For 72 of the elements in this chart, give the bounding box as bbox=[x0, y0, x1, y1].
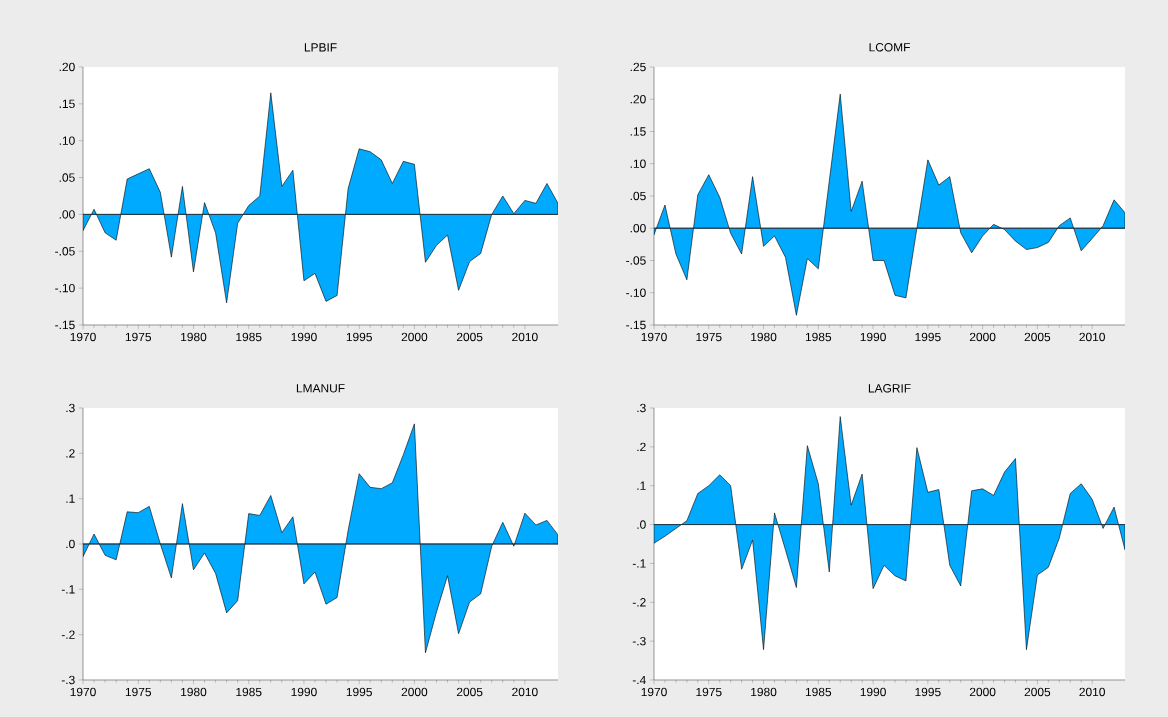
x-tick-label: 1995 bbox=[915, 687, 941, 697]
x-tick-label: 2000 bbox=[969, 332, 996, 342]
y-tick-label: .0 bbox=[637, 520, 646, 529]
x-tick-label: 1995 bbox=[346, 687, 372, 697]
y-tick-label: -.3 bbox=[632, 636, 646, 646]
y-tick-label: -.05 bbox=[626, 256, 646, 265]
y-tick-label: -.05 bbox=[55, 247, 75, 256]
chart-title: LCOMF bbox=[869, 43, 910, 52]
y-tick-label: .0 bbox=[66, 539, 75, 549]
y-tick-label: -.2 bbox=[61, 630, 75, 639]
x-tick-label: 2000 bbox=[401, 332, 428, 342]
y-tick-label: .10 bbox=[630, 159, 646, 168]
y-tick-label: .10 bbox=[59, 136, 75, 145]
x-tick-label: 2010 bbox=[1079, 332, 1105, 342]
x-tick-label: 1975 bbox=[696, 332, 722, 342]
y-tick-label: .1 bbox=[66, 494, 75, 503]
x-tick-label: 1970 bbox=[70, 332, 96, 342]
y-tick-label: -.3 bbox=[61, 675, 75, 685]
x-tick-label: 2010 bbox=[512, 687, 538, 697]
x-tick-label: 1990 bbox=[291, 687, 317, 697]
x-tick-label: 1980 bbox=[181, 687, 207, 697]
x-tick-label: 1980 bbox=[751, 332, 777, 342]
y-tick-label: .1 bbox=[637, 481, 646, 490]
x-tick-label: 1990 bbox=[291, 332, 317, 342]
y-tick-label: -.10 bbox=[626, 288, 646, 297]
y-tick-label: -.2 bbox=[632, 598, 646, 607]
x-tick-label: 1990 bbox=[860, 332, 886, 342]
x-tick-label: 1980 bbox=[751, 687, 777, 697]
y-tick-label: .2 bbox=[66, 449, 75, 458]
y-tick-label: .15 bbox=[630, 127, 646, 136]
x-tick-label: 1975 bbox=[696, 687, 722, 697]
y-tick-label: .3 bbox=[66, 403, 75, 413]
x-tick-label: 1980 bbox=[181, 332, 207, 342]
x-tick-label: 2010 bbox=[512, 332, 538, 342]
y-tick-label: .00 bbox=[59, 210, 75, 219]
chart-title: LMANUF bbox=[296, 384, 345, 393]
x-tick-label: 1985 bbox=[805, 332, 832, 342]
x-tick-label: 1990 bbox=[860, 687, 886, 697]
chart-title: LAGRIF bbox=[868, 384, 911, 393]
x-tick-label: 1970 bbox=[641, 332, 667, 342]
chart-title: LPBIF bbox=[304, 43, 337, 52]
y-tick-label: .05 bbox=[59, 173, 75, 182]
x-tick-label: 2000 bbox=[969, 687, 996, 697]
x-tick-label: 2010 bbox=[1079, 687, 1105, 697]
y-tick-label: .15 bbox=[59, 99, 75, 108]
x-tick-label: 1985 bbox=[236, 332, 262, 342]
x-tick-label: 1985 bbox=[805, 687, 832, 697]
x-tick-label: 2000 bbox=[401, 687, 428, 697]
y-tick-label: .25 bbox=[630, 62, 646, 72]
y-tick-label: -.4 bbox=[632, 675, 646, 685]
x-tick-label: 2005 bbox=[1024, 332, 1051, 342]
y-tick-label: .20 bbox=[630, 95, 646, 104]
x-tick-label: 2005 bbox=[1024, 687, 1051, 697]
y-tick-label: -.10 bbox=[55, 283, 75, 293]
y-tick-label: -.15 bbox=[55, 320, 75, 330]
y-tick-label: .2 bbox=[637, 442, 646, 452]
y-tick-label: .20 bbox=[59, 62, 75, 72]
x-tick-label: 1995 bbox=[915, 332, 941, 342]
y-tick-label: -.15 bbox=[626, 320, 646, 330]
x-tick-label: 1970 bbox=[641, 687, 667, 697]
y-tick-label: -.1 bbox=[632, 559, 646, 568]
x-tick-label: 2005 bbox=[456, 332, 483, 342]
x-tick-label: 1975 bbox=[125, 687, 152, 697]
x-tick-label: 1970 bbox=[70, 687, 96, 697]
y-tick-label: -.1 bbox=[61, 585, 75, 594]
x-tick-label: 1995 bbox=[346, 332, 372, 342]
y-tick-label: .00 bbox=[630, 224, 646, 233]
x-tick-label: 1975 bbox=[125, 332, 152, 342]
x-tick-label: 2005 bbox=[456, 687, 483, 697]
y-tick-label: .05 bbox=[630, 191, 646, 201]
y-tick-label: .3 bbox=[637, 403, 646, 413]
x-tick-label: 1985 bbox=[236, 687, 262, 697]
